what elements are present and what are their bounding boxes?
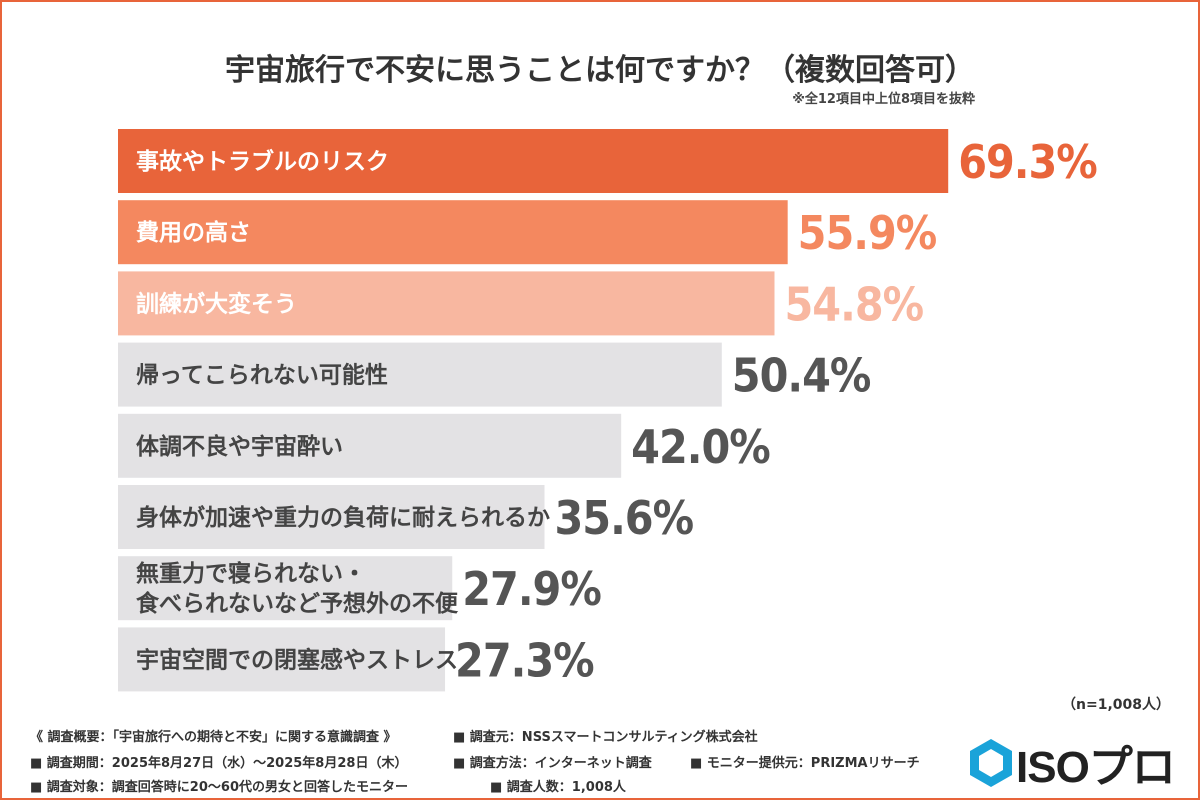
value-label-2: 55.9% [798,206,937,260]
bar-chart: 事故やトラブルのリスク 69.3% 費用の高さ 55.9% 訓練が大変そう 54.8% 帰っ… [118,129,1098,692]
footer-method: ■ 調査方法：インターネット調査 [453,756,652,771]
bar-6 [118,485,545,549]
category-label-8: 宇宙空間での閉塞感やストレス [136,646,458,673]
value-label-6: 35.6% [554,491,693,545]
footer-count: ■ 調査人数：1,008人 [490,780,626,795]
value-label-4: 50.4% [732,349,871,403]
category-label-7: 無重力で寝られない・食べられないなど予想外の不便 [136,560,459,617]
category-label-3: 訓練が大変そう [136,290,297,317]
bar-5 [118,413,622,478]
bar-1 [118,129,949,193]
bar-4 [118,342,722,407]
footer-period: ■ 調査期間：2025年8月27日（水）～2025年8月28日（木） [30,756,408,771]
footer-overview: 《 調査概要：「宇宙旅行への期待と不安」に関する意識調査 》 [30,730,397,745]
category-label-5: 体調不良や宇宙酔い [136,433,343,460]
chart-note: ※全12項目中上位8項目を抜粋 [792,92,975,107]
hexagon-logo-icon [970,739,1012,787]
chart-title: 宇宙旅行で不安に思うことは何ですか？（複数回答可） [225,53,975,88]
value-label-3: 54.8% [785,277,924,331]
category-label-6: 身体が加速や重力の負荷に耐えられるか [136,504,550,531]
footer-target: ■ 調査対象：調査回答時に20～60代の男女と回答したモニター [30,780,408,795]
logo-text: ISOプロ [1016,743,1176,792]
category-label-4: 帰ってこられない可能性 [136,362,388,389]
footer-org: ■ 調査元：NSSスマートコンサルティング株式会社 [453,730,758,745]
bar-3 [118,271,775,336]
value-label-5: 42.0% [631,420,770,474]
category-label-2: 費用の高さ [136,219,251,246]
footer-monitor: ■ モニター提供元：PRIZMAリサーチ [690,756,920,771]
sample-size-note: （n=1,008人） [1062,697,1170,713]
bar-2 [118,200,788,265]
value-label-7: 27.9% [462,562,601,616]
bar-8 [118,627,446,692]
value-label-1: 69.3% [958,135,1097,189]
value-label-8: 27.3% [455,633,594,687]
logo: ISOプロ [966,731,1176,795]
bar-7 [118,556,453,621]
category-label-1: 事故やトラブルのリスク [136,148,389,175]
